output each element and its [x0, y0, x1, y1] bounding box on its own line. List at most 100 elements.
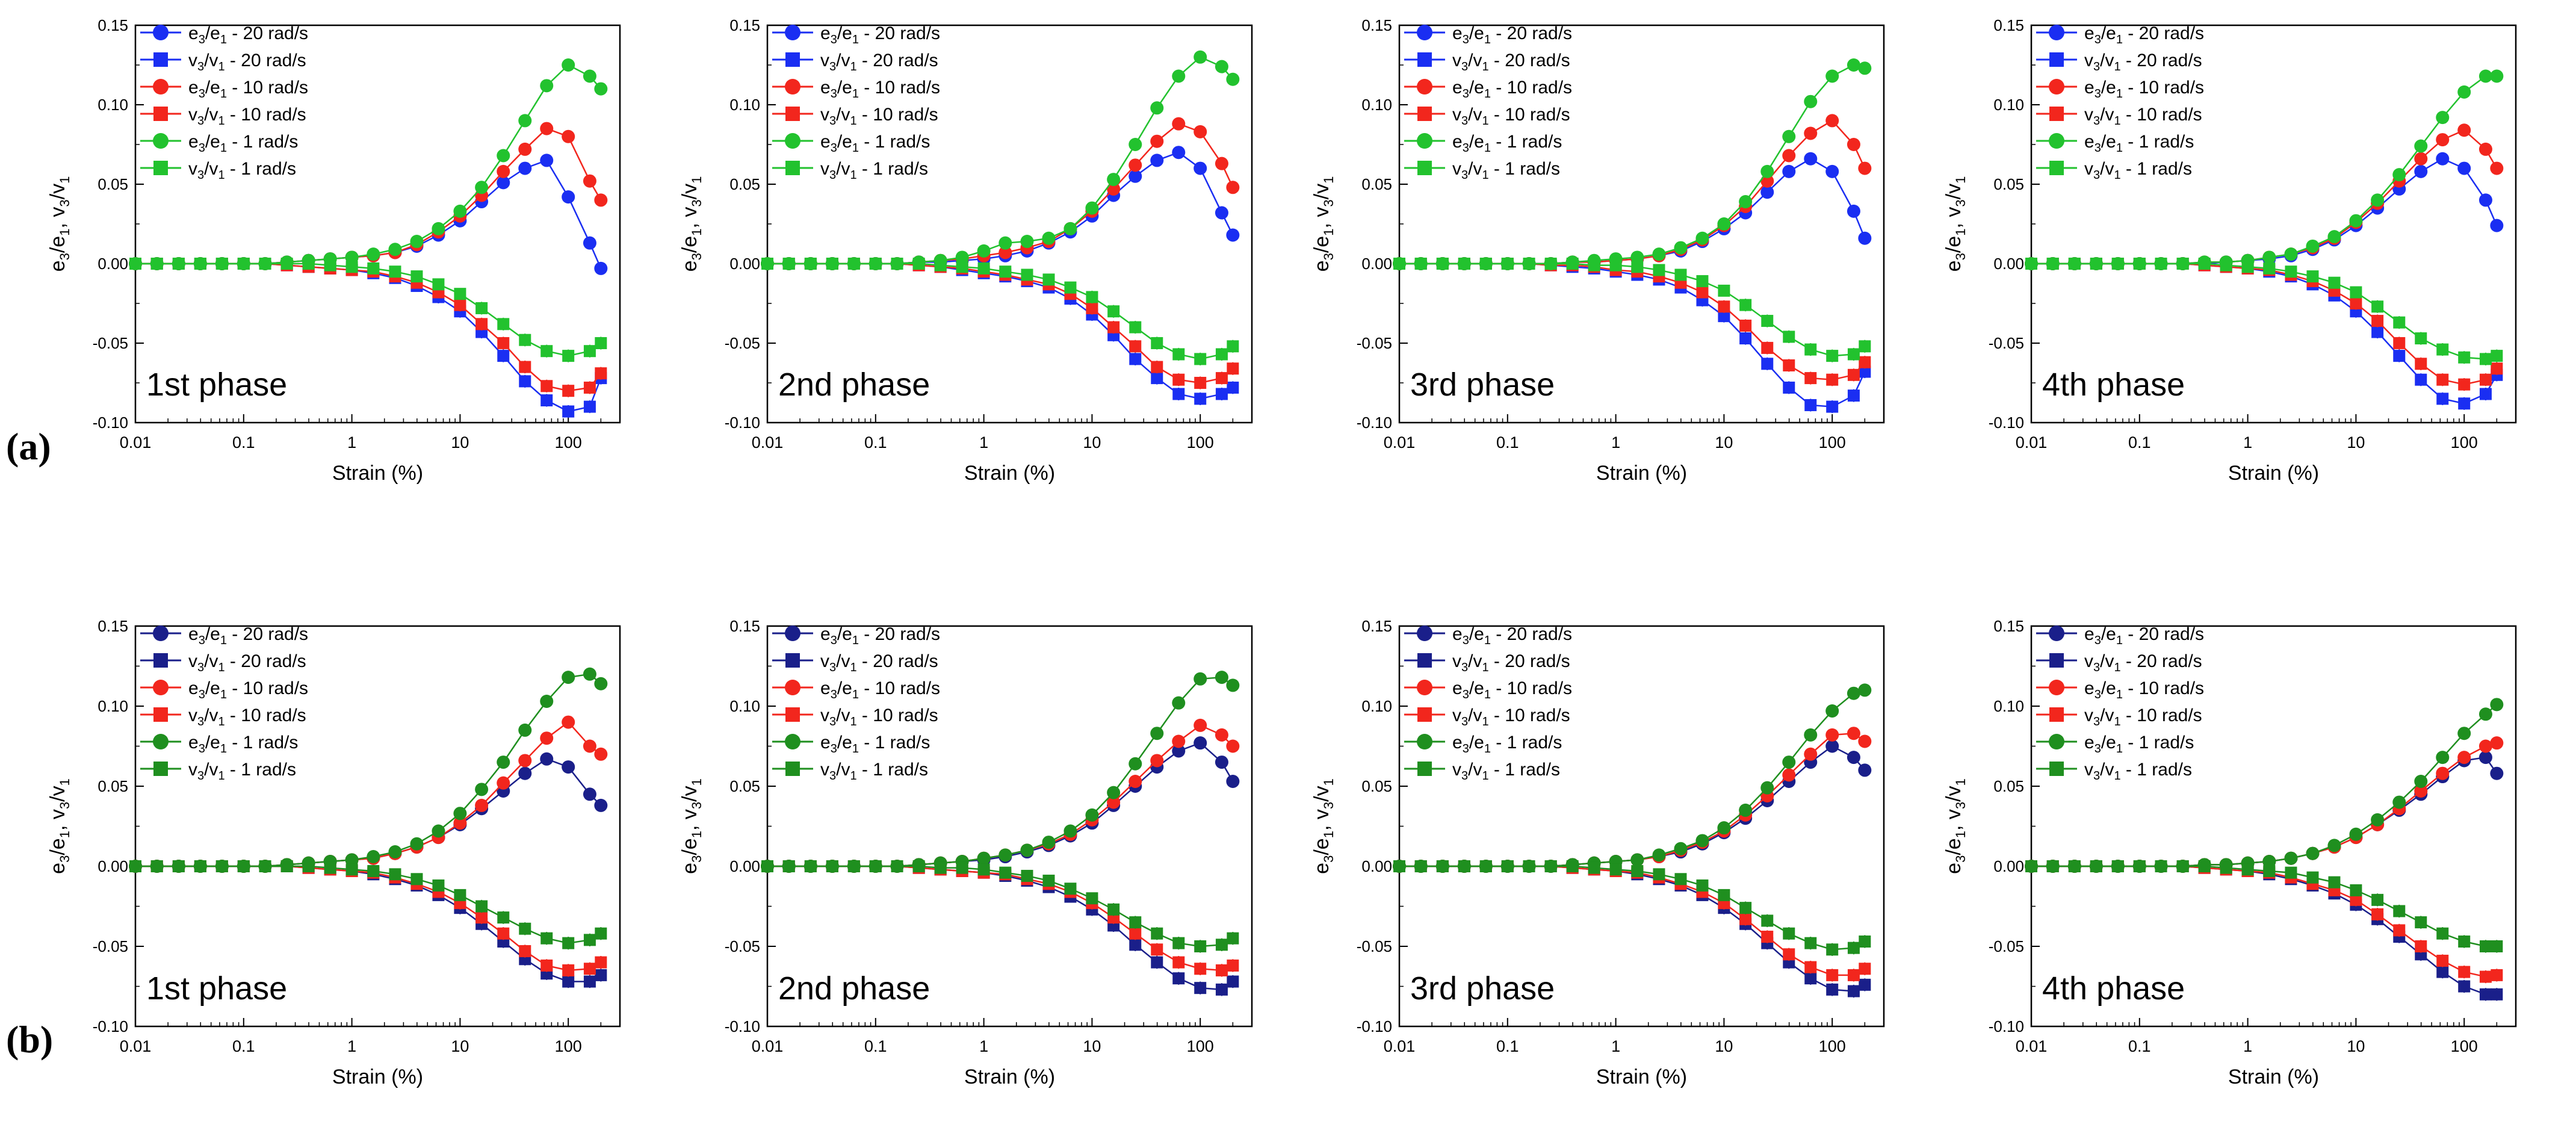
y-tick-label: 0.05: [1993, 175, 2024, 193]
data-point: [2262, 855, 2276, 869]
data-point: [1804, 747, 1818, 761]
data-point: [1588, 259, 1600, 271]
data-point: [432, 824, 445, 838]
data-point: [1172, 348, 1185, 361]
data-point: [1858, 231, 1872, 245]
data-point: [1215, 60, 1228, 73]
data-point: [497, 756, 510, 769]
data-point: [410, 235, 424, 249]
data-point: [2458, 397, 2471, 410]
data-point: [497, 911, 510, 924]
data-point: [1215, 983, 1228, 996]
data-point: [497, 350, 510, 362]
data-point: [389, 868, 401, 881]
data-point: [562, 671, 575, 684]
legend-marker: [153, 734, 169, 749]
legend-label: v3/v1 - 1 rad/s: [188, 159, 296, 182]
data-point: [518, 754, 532, 768]
legend-marker: [785, 107, 800, 121]
data-point: [1194, 963, 1207, 975]
data-point: [934, 861, 947, 874]
legend-label: e3/e1 - 1 rad/s: [820, 733, 930, 756]
data-point: [1847, 348, 1860, 361]
data-point: [583, 400, 596, 413]
data-point: [2306, 846, 2320, 860]
data-point: [2491, 362, 2503, 375]
data-point: [215, 860, 228, 872]
data-point: [2392, 168, 2406, 182]
data-point: [2025, 258, 2037, 270]
legend-entry-v_1: v3/v1 - 1 rad/s: [2036, 760, 2192, 783]
data-point: [1653, 868, 1665, 881]
data-point: [1194, 718, 1207, 732]
data-point: [2491, 988, 2503, 1001]
legend-label: v3/v1 - 10 rad/s: [2084, 105, 2202, 128]
legend-marker: [2049, 734, 2064, 749]
data-point: [2155, 258, 2167, 270]
data-point: [497, 176, 510, 190]
legend-marker: [2049, 625, 2064, 641]
legend-entry-e_10: e3/e1 - 10 rad/s: [1404, 78, 1572, 101]
data-point: [583, 975, 596, 988]
data-point: [2414, 152, 2428, 166]
series-v_1: [2025, 860, 2503, 953]
data-point: [1718, 310, 1730, 323]
legend-entry-v_10: v3/v1 - 10 rad/s: [140, 706, 306, 728]
data-point: [1859, 978, 1871, 991]
data-point: [1215, 671, 1228, 684]
data-point: [934, 259, 947, 271]
data-point: [2478, 193, 2492, 207]
data-point: [1436, 258, 1449, 270]
legend-entry-v_1: v3/v1 - 1 rad/s: [772, 159, 928, 182]
phase-label: 1st phase: [146, 367, 287, 403]
data-point: [2479, 373, 2492, 386]
legend: e3/e1 - 20 rad/s v3/v1 - 20 rad/s e3/e1 - …: [2036, 23, 2204, 182]
data-point: [1847, 751, 1860, 765]
data-point: [1226, 775, 1240, 789]
series-v_10: [2025, 860, 2503, 984]
chart-panel-b4: 0.01 0.1 1 10 100 Strain (%) -0.10 -0.05 0.00 0.0…: [1942, 617, 2517, 1088]
data-point: [2068, 860, 2081, 872]
data-point: [1129, 927, 1142, 940]
data-point: [2392, 795, 2406, 809]
y-tick-label: 0.10: [1361, 697, 1392, 715]
legend-entry-e_1: e3/e1 - 1 rad/s: [140, 733, 298, 756]
data-point: [1501, 258, 1514, 270]
data-point: [1129, 169, 1142, 183]
y-tick-label: 0.05: [98, 777, 128, 795]
data-point: [518, 766, 532, 780]
data-point: [2284, 851, 2298, 865]
legend-marker: [153, 133, 169, 149]
data-point: [1215, 964, 1228, 976]
legend-label: e3/e1 - 1 rad/s: [820, 132, 930, 155]
legend-marker: [1417, 625, 1432, 641]
data-point: [324, 861, 336, 874]
y-tick-label: -0.10: [725, 1017, 760, 1035]
legend-label: e3/e1 - 20 rad/s: [820, 624, 940, 647]
data-point: [562, 715, 575, 729]
data-point: [1761, 931, 1774, 943]
data-point: [2350, 893, 2362, 906]
data-point: [1718, 889, 1730, 901]
data-point: [2350, 286, 2362, 299]
legend-marker: [785, 680, 800, 695]
data-point: [1783, 927, 1795, 940]
data-point: [2241, 863, 2254, 876]
data-point: [2414, 139, 2428, 153]
series-e_10: [129, 715, 608, 873]
data-point: [367, 864, 380, 877]
data-point: [497, 318, 510, 330]
data-point: [2393, 924, 2406, 937]
y-tick-label: 0.00: [98, 857, 128, 875]
data-point: [1859, 935, 1871, 948]
y-tick-label: -0.05: [1989, 937, 2024, 955]
data-point: [977, 851, 991, 865]
legend: e3/e1 - 20 rad/s v3/v1 - 20 rad/s e3/e1 - …: [140, 624, 308, 783]
legend-label: v3/v1 - 20 rad/s: [2084, 651, 2202, 674]
y-tick-label: -0.05: [725, 334, 760, 352]
data-point: [194, 258, 206, 270]
legend-entry-e_10: e3/e1 - 10 rad/s: [2036, 78, 2204, 101]
data-point: [1215, 157, 1228, 170]
data-point: [1129, 916, 1142, 929]
